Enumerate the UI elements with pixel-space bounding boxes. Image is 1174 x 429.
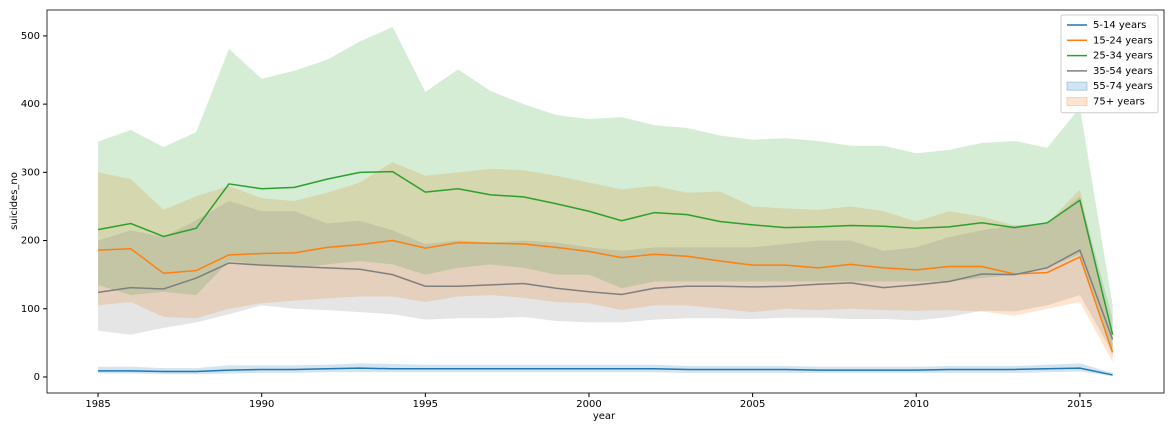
legend-swatch	[1066, 97, 1088, 106]
x-tick-label: 2005	[740, 399, 765, 410]
confidence-band	[98, 27, 1113, 357]
legend-label: 35-54 years	[1093, 66, 1153, 77]
legend-box	[1060, 14, 1159, 114]
y-tick-label: 300	[21, 167, 40, 178]
legend-label: 75+ years	[1093, 97, 1145, 108]
confidence-band	[98, 162, 1113, 362]
legend-label: 25-34 years	[1093, 51, 1153, 62]
line	[97, 170, 1114, 335]
plot-frame	[46, 9, 1165, 394]
y-tick-label: 0	[34, 372, 40, 383]
x-tick-label: 1990	[249, 399, 274, 410]
legend-label: 5-14 years	[1093, 20, 1146, 31]
x-tick-label: 2010	[904, 399, 929, 410]
x-tick-label: 2000	[576, 399, 601, 410]
confidence-band	[98, 363, 1113, 377]
line	[98, 239, 1114, 353]
y-tick-label: 500	[21, 31, 40, 42]
y-tick-label: 400	[21, 99, 40, 110]
y-tick-label: 200	[21, 236, 40, 247]
x-tick-label: 1995	[413, 399, 438, 410]
confidence-band	[98, 196, 1113, 354]
line	[98, 367, 1113, 376]
legend-swatch	[1066, 81, 1088, 91]
line	[97, 249, 1114, 340]
x-axis-label: year	[593, 411, 616, 422]
legend: 5-14 years 15-24 years 25-34 years 35-54 ye…	[1060, 14, 1159, 114]
y-tick-label: 100	[21, 304, 40, 315]
legend-label: 55-74 years	[1093, 81, 1153, 92]
x-tick-label: 2015	[1067, 399, 1092, 410]
y-axis-label: suicides_no	[9, 172, 20, 230]
legend-label: 15-24 years	[1093, 35, 1153, 46]
x-tick-label: 1985	[85, 399, 110, 410]
